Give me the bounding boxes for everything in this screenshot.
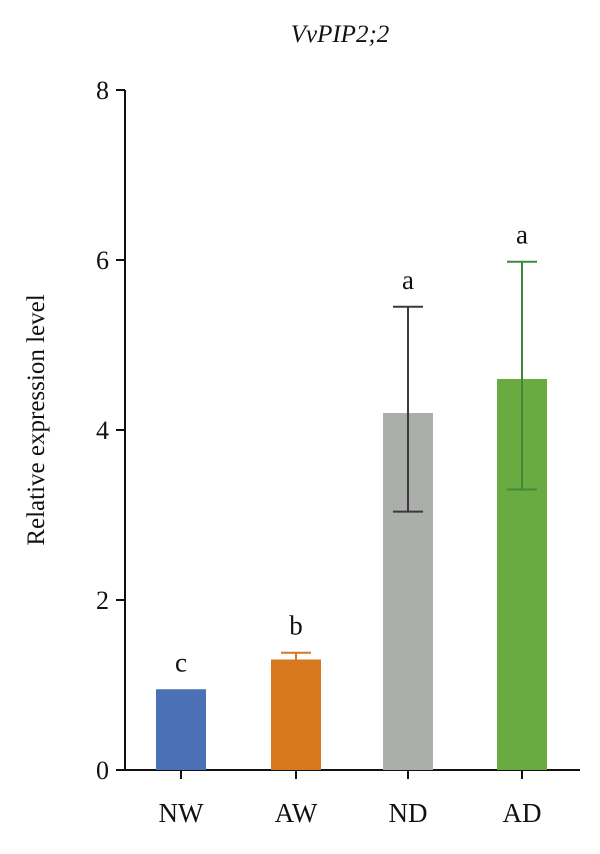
- x-tick-label: AW: [275, 798, 318, 828]
- labels-group: NW c AW b ND a AD a: [159, 220, 542, 828]
- significance-letter: a: [402, 265, 414, 295]
- y-tick-label: 6: [96, 246, 109, 275]
- bars-group: [156, 379, 547, 770]
- y-tick-label: 8: [96, 76, 109, 105]
- bar-nw: [156, 689, 206, 770]
- significance-letter: a: [516, 220, 528, 250]
- bar-aw: [271, 659, 321, 770]
- y-tick-label: 2: [96, 586, 109, 615]
- x-tick-label: NW: [159, 798, 204, 828]
- error-bars-group: [281, 260, 537, 660]
- x-tick-label: ND: [389, 798, 428, 828]
- significance-letter: b: [289, 611, 303, 641]
- significance-letter: c: [175, 647, 187, 677]
- y-tick-label: 0: [96, 756, 109, 785]
- chart-title: VvPIP2;2: [291, 21, 390, 48]
- x-tick-label: AD: [503, 798, 542, 828]
- y-tick-label: 4: [96, 416, 109, 445]
- y-axis-label: Relative expression level: [23, 294, 50, 545]
